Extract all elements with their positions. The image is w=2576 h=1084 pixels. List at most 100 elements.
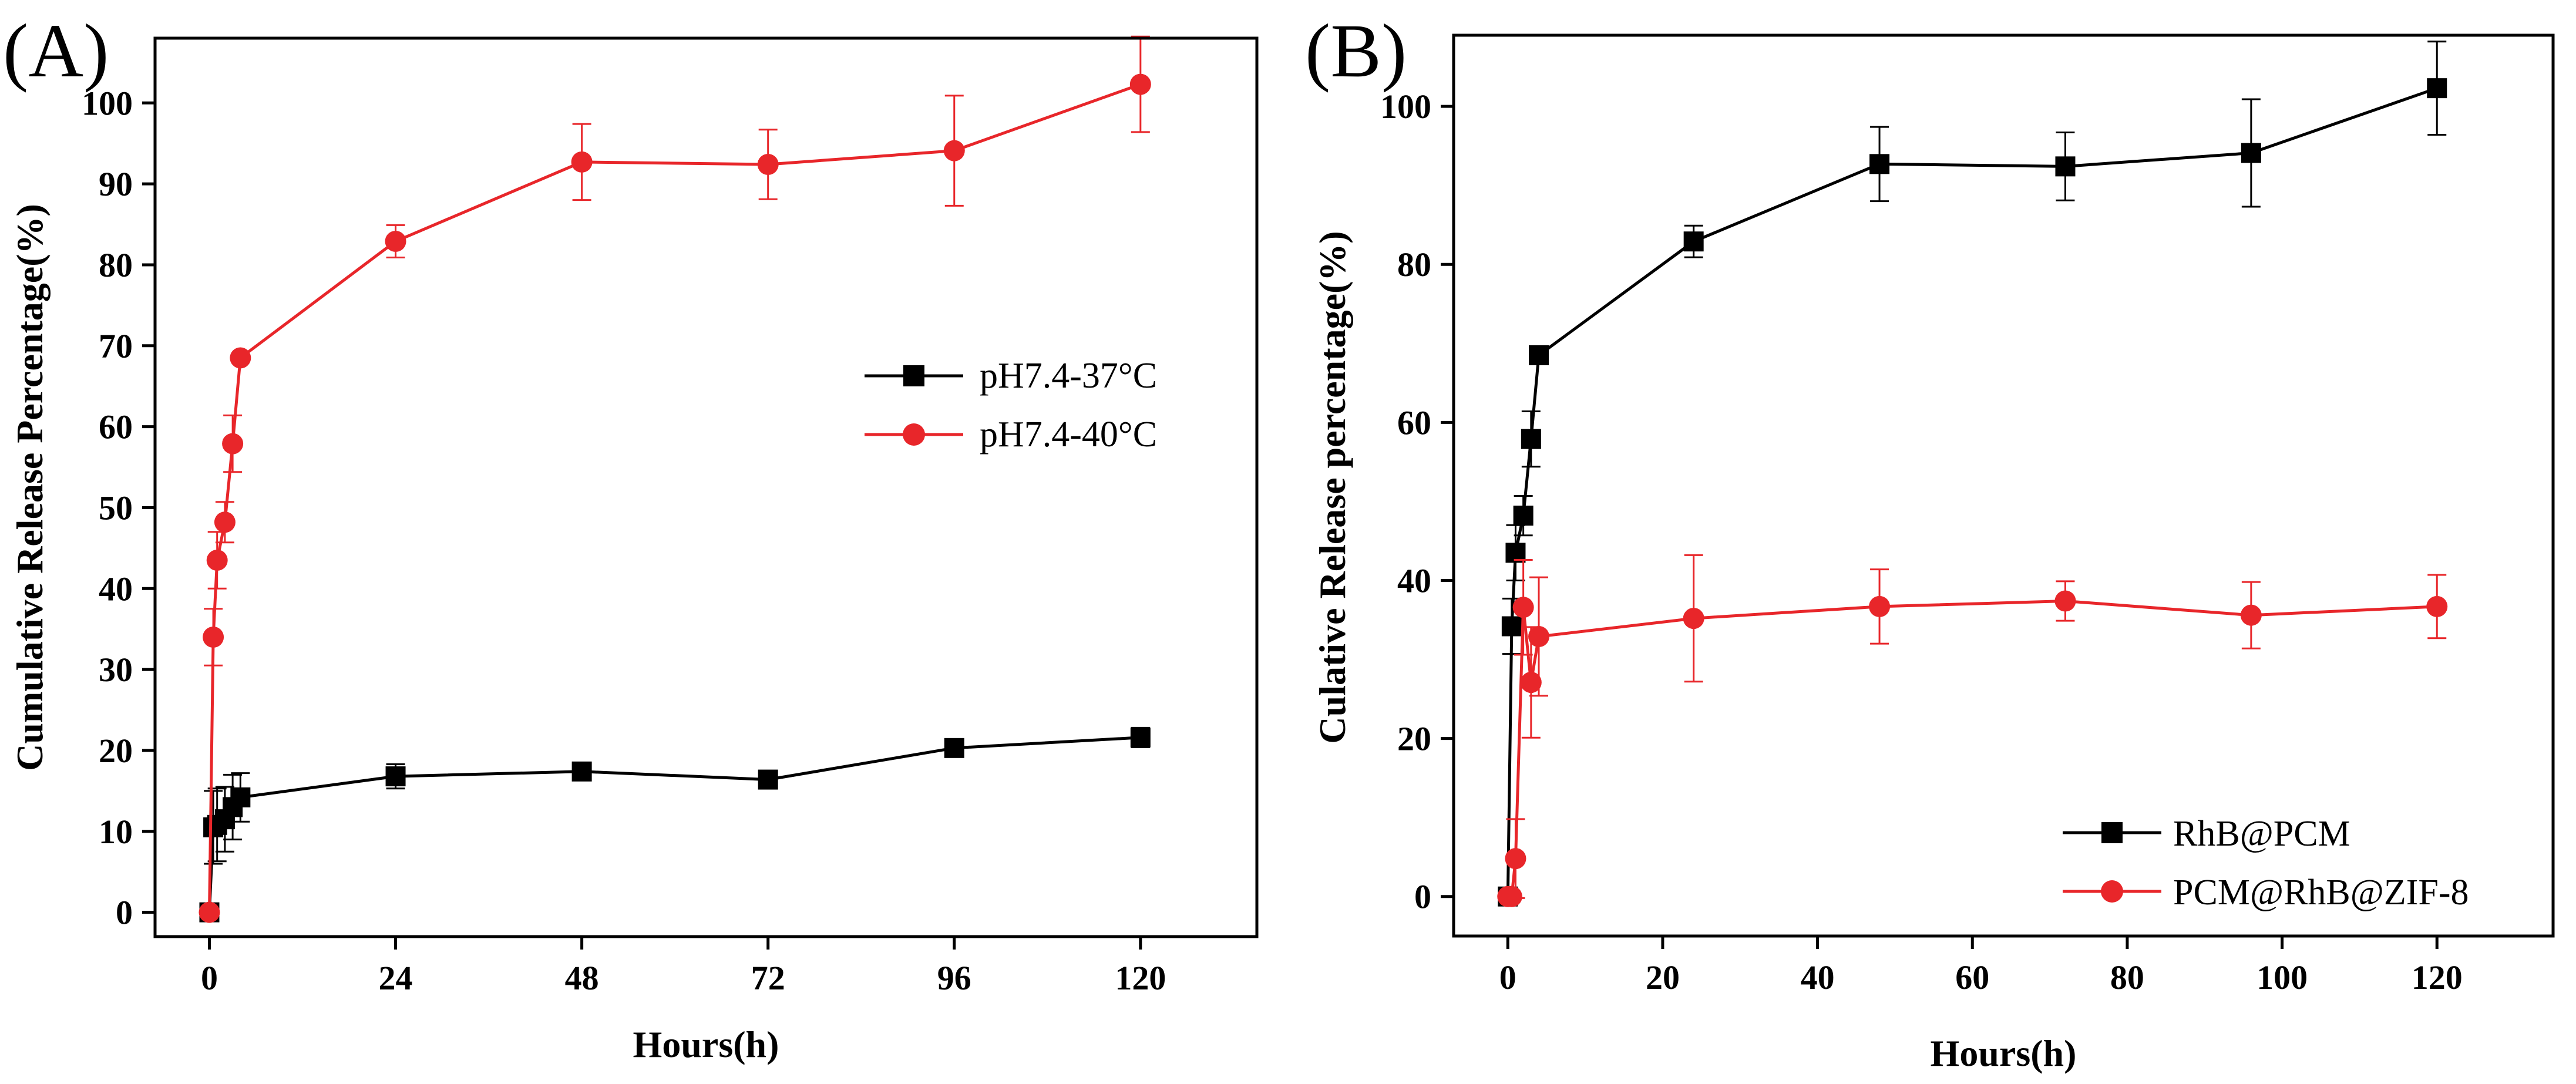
y-tick-label: 70 (99, 327, 133, 365)
data-point (757, 154, 779, 176)
y-tick-label: 20 (99, 732, 133, 770)
x-tick-label: 24 (379, 959, 413, 997)
y-tick-label: 20 (1397, 720, 1431, 758)
legend-item-rhb-pcm: RhB@PCM (2063, 814, 2350, 854)
y-tick-label: 90 (99, 165, 133, 203)
series-ph7-4-37-c (199, 726, 1151, 923)
data-point (1501, 616, 1522, 637)
x-tick-label: 48 (565, 959, 599, 997)
panel-b-legend: RhB@PCM PCM@RhB@ZIF-8 (2063, 814, 2469, 913)
legend-swatch-marker (903, 365, 924, 386)
data-point (230, 347, 251, 369)
data-point (1512, 597, 1534, 618)
panel-a-series (199, 35, 1151, 923)
data-point (1529, 345, 1549, 365)
y-tick-label: 0 (116, 894, 133, 932)
panel-b-y-axis-title: Culative Release percentage(%) (1311, 231, 1353, 743)
panel-b-ticks: 0 20 40 60 80 100 120 0 20 40 60 80 100 (1380, 87, 2463, 997)
y-tick-label: 100 (1380, 87, 1431, 126)
y-tick-label: 50 (99, 489, 133, 527)
legend-item-pcm-rhb-zif8: PCM@RhB@ZIF-8 (2063, 873, 2469, 913)
data-point (203, 627, 224, 648)
panel-a-legend: pH7.4-37°C pH7.4-40°C (865, 356, 1157, 455)
data-point (1869, 595, 1891, 617)
data-point (385, 230, 406, 252)
x-tick-label: 120 (2412, 958, 2463, 997)
series-line (1506, 86, 2438, 897)
data-point (943, 140, 965, 161)
data-point (385, 766, 406, 787)
y-tick-label: 10 (99, 813, 133, 851)
x-tick-label: 72 (751, 959, 785, 997)
data-point (2240, 604, 2262, 626)
data-point (944, 738, 964, 758)
data-point (230, 787, 251, 807)
data-point (1521, 429, 1541, 449)
data-point (214, 511, 236, 533)
legend-label: pH7.4-40°C (980, 415, 1157, 455)
series-pcm-rhb-zif-8 (1497, 554, 2448, 907)
x-tick-label: 60 (1955, 958, 1989, 997)
x-tick-label: 80 (2110, 958, 2144, 997)
panel-b-plot-frame (1452, 33, 2555, 938)
data-point (1683, 608, 1704, 629)
data-point (2055, 156, 2076, 177)
legend-label: pH7.4-37°C (980, 356, 1157, 396)
x-tick-label: 0 (1499, 958, 1516, 997)
x-tick-label: 0 (201, 959, 218, 997)
panel-b-series (1497, 41, 2448, 907)
data-point (2054, 590, 2076, 612)
y-tick-label: 80 (99, 246, 133, 284)
panel-b: (B) 0 20 40 60 80 100 120 0 20 40 60 80 100 Hours(h)… (1305, 9, 2555, 1074)
legend-swatch-marker (903, 423, 925, 446)
y-tick-label: 100 (82, 84, 133, 122)
x-tick-label: 120 (1115, 959, 1166, 997)
data-point (1683, 231, 1704, 252)
panel-b-label: (B) (1305, 9, 1407, 93)
data-point (1528, 626, 1550, 648)
x-tick-label: 20 (1646, 958, 1680, 997)
series-ph7-4-40-c (199, 35, 1151, 923)
data-point (1501, 886, 1522, 907)
panel-a-ticks: 0 24 48 72 96 120 0 10 20 30 40 50 60 70 80 90 100 (82, 84, 1166, 997)
y-tick-label: 0 (1414, 878, 1431, 916)
legend-label: RhB@PCM (2173, 814, 2350, 854)
panel-a-label: (A) (3, 9, 109, 93)
x-tick-label: 96 (937, 959, 971, 997)
y-tick-label: 30 (99, 651, 133, 689)
x-tick-label: 40 (1801, 958, 1835, 997)
data-point (1129, 73, 1151, 95)
legend-swatch-marker (2101, 880, 2123, 903)
y-tick-label: 60 (99, 408, 133, 446)
series-rhb-pcm (1498, 41, 2447, 907)
panel-a-plot-frame (153, 36, 1259, 938)
data-point (199, 901, 220, 923)
data-point (2241, 143, 2261, 163)
series-line (208, 736, 1141, 913)
panel-a-x-axis-title: Hours(h) (633, 1024, 779, 1065)
y-tick-label: 40 (1397, 561, 1431, 600)
panel-a: (A) 0 24 48 72 96 120 0 10 20 30 40 50 60 70 80 90 100 H… (3, 9, 1259, 1065)
y-tick-label: 80 (1397, 245, 1431, 284)
data-point (222, 433, 244, 455)
legend-item-ph74-37c: pH7.4-37°C (865, 356, 1157, 396)
data-point (1520, 672, 1542, 694)
y-tick-label: 60 (1397, 403, 1431, 442)
x-tick-label: 100 (2256, 958, 2308, 997)
data-point (2426, 595, 2448, 617)
series-line (208, 83, 1141, 913)
data-point (2427, 78, 2447, 99)
data-point (571, 761, 592, 782)
data-point (1505, 848, 1526, 870)
y-tick-label: 40 (99, 570, 133, 608)
data-point (206, 550, 228, 571)
data-point (1130, 727, 1151, 748)
data-point (1513, 506, 1534, 526)
data-point (1869, 154, 1890, 174)
legend-label: PCM@RhB@ZIF-8 (2173, 873, 2469, 913)
data-point (571, 151, 593, 173)
legend-swatch-marker (2101, 822, 2123, 843)
legend-item-ph74-40c: pH7.4-40°C (865, 415, 1157, 455)
data-point (758, 769, 778, 790)
